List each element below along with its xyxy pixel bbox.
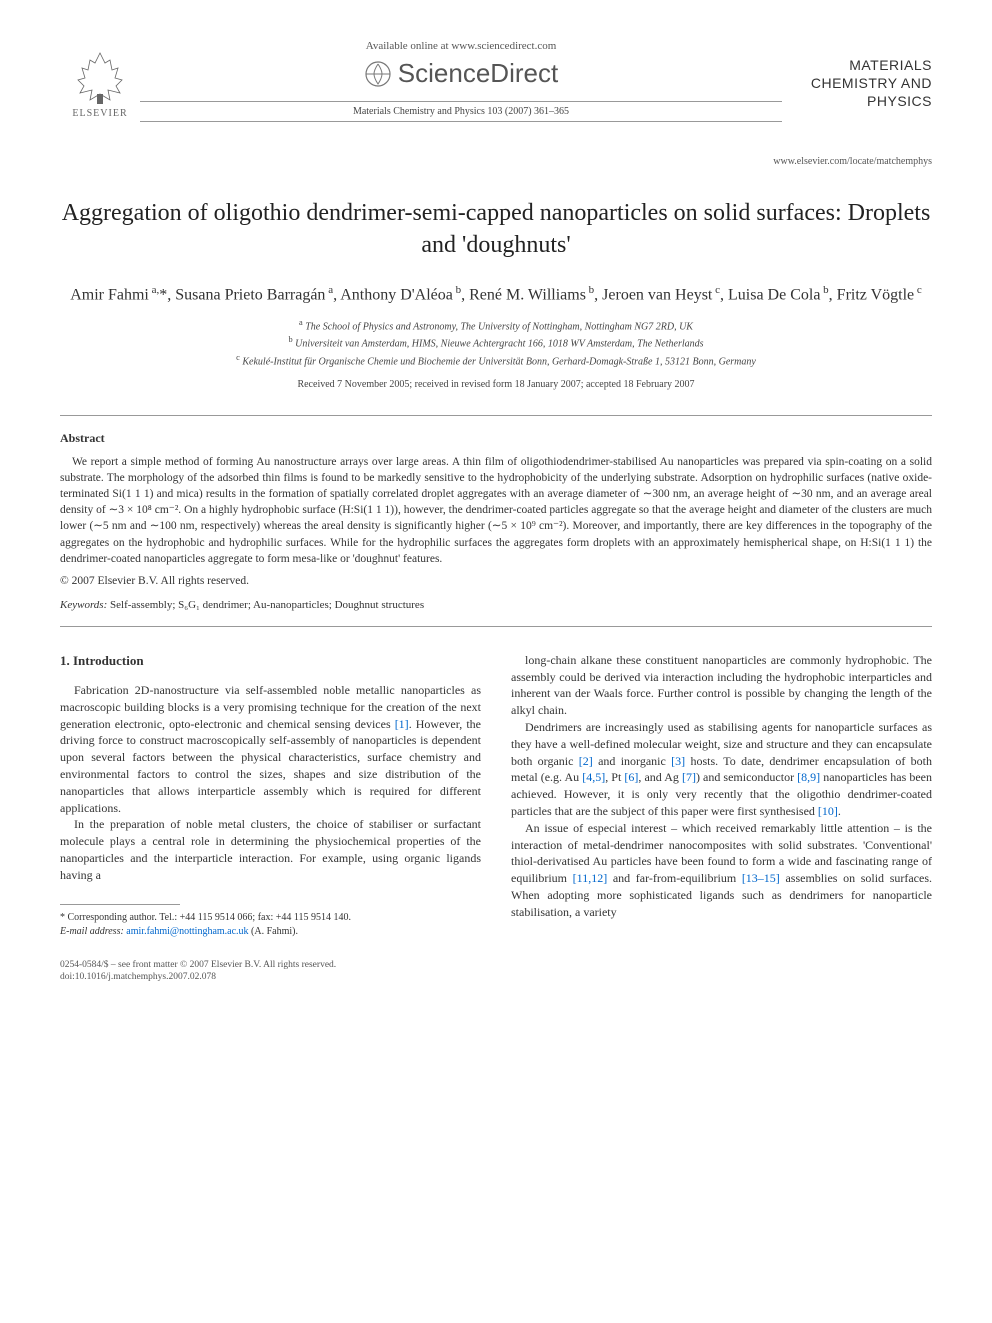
available-online-text: Available online at www.sciencedirect.co… (140, 40, 782, 52)
affiliation-a: a The School of Physics and Astronomy, T… (60, 317, 932, 334)
email-link[interactable]: amir.fahmi@nottingham.ac.uk (126, 926, 248, 937)
sciencedirect-text: ScienceDirect (398, 58, 558, 89)
journal-logo-line1: MATERIALS (782, 56, 932, 74)
abstract-paragraph: We report a simple method of forming Au … (60, 454, 932, 567)
affiliation-c: c Kekulé-Institut für Organische Chemie … (60, 352, 932, 369)
article-dates: Received 7 November 2005; received in re… (60, 379, 932, 390)
abstract-copyright: © 2007 Elsevier B.V. All rights reserved… (60, 575, 932, 587)
journal-reference: Materials Chemistry and Physics 103 (200… (140, 106, 782, 117)
elsevier-tree-icon (70, 48, 130, 108)
keywords-label: Keywords: (60, 599, 107, 611)
authors-line: Amir Fahmi a,*, Susana Prieto Barragán a… (60, 282, 932, 307)
abstract-text: We report a simple method of forming Au … (60, 454, 932, 567)
email-line: E-mail address: amir.fahmi@nottingham.ac… (60, 925, 481, 939)
journal-logo-line2: CHEMISTRY AND (782, 74, 932, 92)
journal-logo-line3: PHYSICS (782, 92, 932, 110)
keywords-text: Self-assembly; S₆G₁ dendrimer; Au-nanopa… (110, 599, 424, 611)
footer-block: 0254-0584/$ – see front matter © 2007 El… (60, 959, 932, 984)
column-right: long-chain alkane these constituent nano… (511, 652, 932, 939)
sciencedirect-icon (364, 60, 392, 88)
footer-doi: doi:10.1016/j.matchemphys.2007.02.078 (60, 971, 932, 983)
header-center: Available online at www.sciencedirect.co… (140, 40, 782, 126)
body-p4: Dendrimers are increasingly used as stab… (511, 719, 932, 820)
elsevier-label: ELSEVIER (72, 108, 127, 119)
abstract-rule-top (60, 415, 932, 416)
journal-logo-block: MATERIALS CHEMISTRY AND PHYSICS (782, 56, 932, 111)
section-1-heading: 1. Introduction (60, 652, 481, 670)
footer-line1: 0254-0584/$ – see front matter © 2007 El… (60, 959, 932, 971)
affiliations-block: a The School of Physics and Astronomy, T… (60, 317, 932, 369)
affiliation-b: b Universiteit van Amsterdam, HIMS, Nieu… (60, 334, 932, 351)
header-row: ELSEVIER Available online at www.science… (60, 40, 932, 126)
keywords-line: Keywords: Self-assembly; S₆G₁ dendrimer;… (60, 599, 932, 611)
body-p2: In the preparation of noble metal cluste… (60, 816, 481, 883)
email-label: E-mail address: (60, 926, 124, 937)
article-title: Aggregation of oligothio dendrimer-semi-… (60, 197, 932, 262)
elsevier-logo: ELSEVIER (60, 48, 140, 119)
body-p5: An issue of especial interest – which re… (511, 820, 932, 921)
abstract-rule-bottom (60, 626, 932, 627)
column-left: 1. Introduction Fabrication 2D-nanostruc… (60, 652, 481, 939)
header-rule-top (140, 101, 782, 102)
footnote-block: * Corresponding author. Tel.: +44 115 95… (60, 911, 481, 939)
corresponding-author: * Corresponding author. Tel.: +44 115 95… (60, 911, 481, 925)
abstract-heading: Abstract (60, 431, 932, 446)
body-columns: 1. Introduction Fabrication 2D-nanostruc… (60, 652, 932, 939)
body-p3: long-chain alkane these constituent nano… (511, 652, 932, 719)
sciencedirect-brand: ScienceDirect (140, 58, 782, 89)
header-rule-bottom (140, 121, 782, 122)
email-suffix: (A. Fahmi). (251, 926, 298, 937)
footnote-separator (60, 904, 180, 905)
journal-url: www.elsevier.com/locate/matchemphys (60, 156, 932, 167)
body-p1: Fabrication 2D-nanostructure via self-as… (60, 682, 481, 816)
